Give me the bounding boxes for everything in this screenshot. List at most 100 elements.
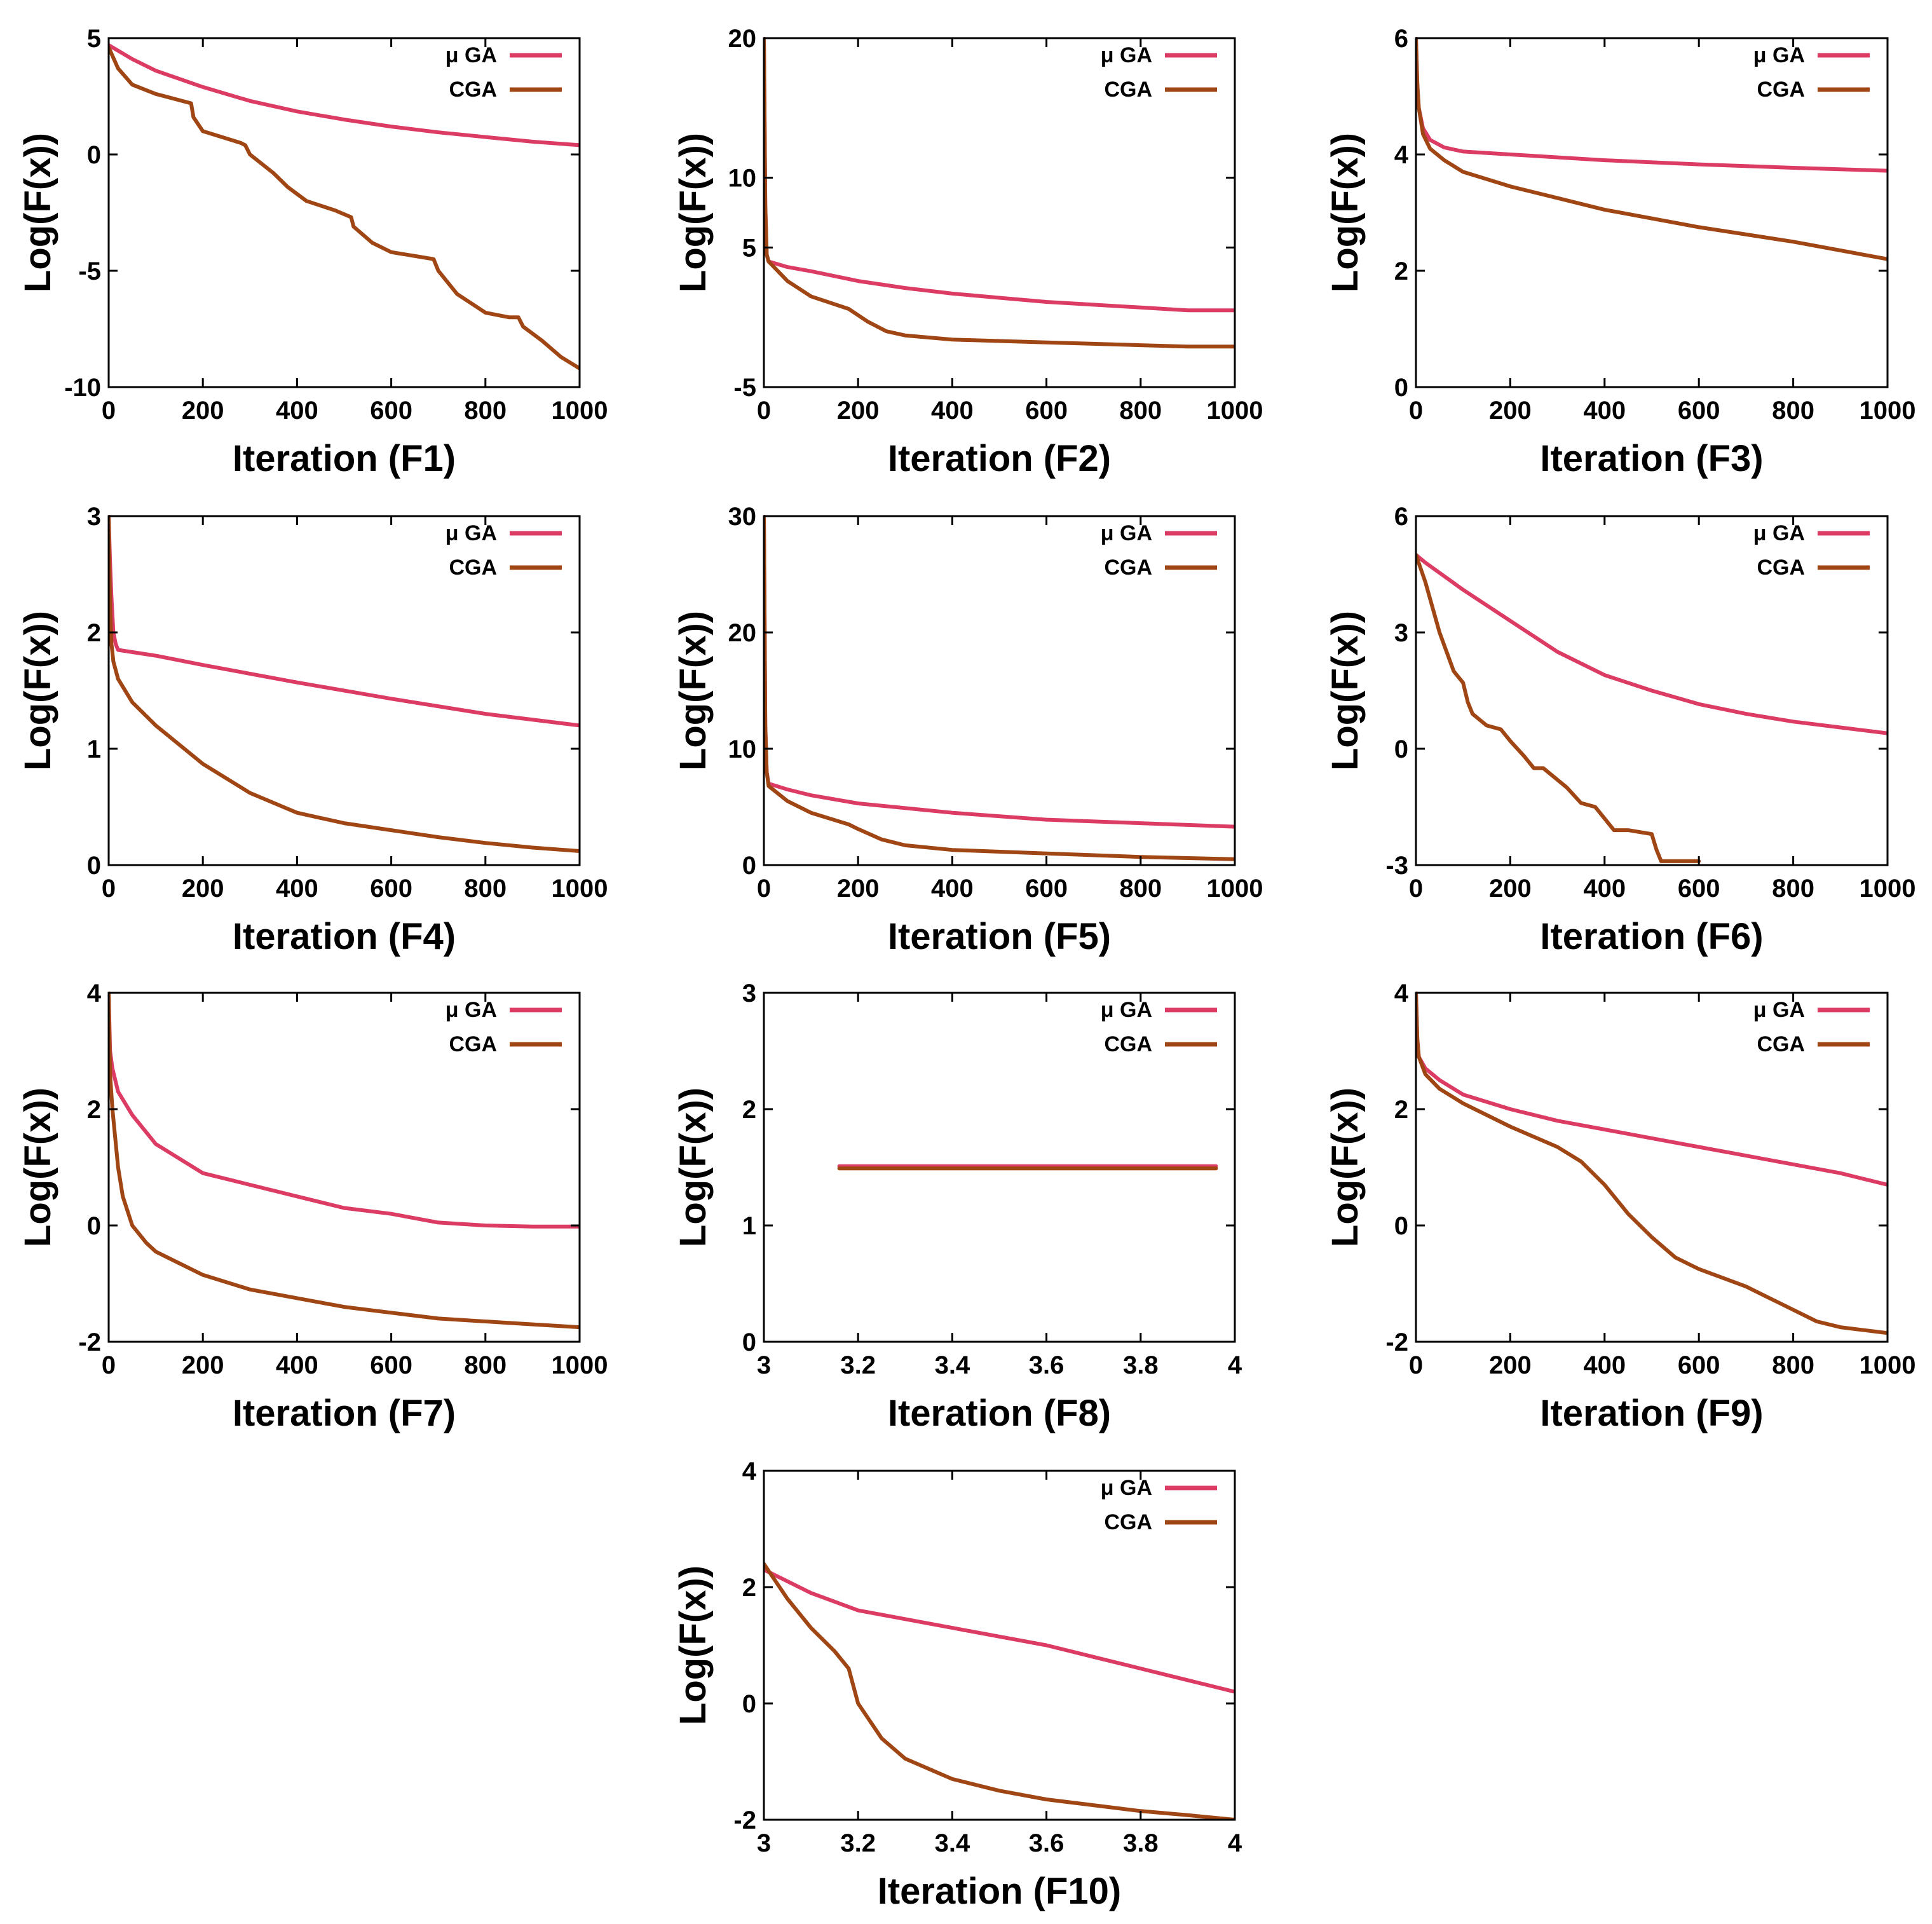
x-tick-label: 4 <box>1228 1351 1242 1379</box>
series-line-cga-f10 <box>764 1562 1235 1820</box>
legend-label-mu-ga: μ GA <box>1753 521 1805 545</box>
legend-f9: μ GA CGA <box>1753 998 1870 1056</box>
x-tick-label: 0 <box>1409 1351 1423 1379</box>
y-tick-label: 2 <box>87 1096 101 1124</box>
y-tick-label: 2 <box>1394 1096 1408 1124</box>
x-axis-title: Iteration (F6) <box>1540 916 1763 957</box>
x-tick-label: 0 <box>102 1351 116 1379</box>
x-tick-label: 1000 <box>1207 397 1263 425</box>
x-tick-label: 1000 <box>552 397 608 425</box>
y-tick-label: 4 <box>742 1457 757 1485</box>
legend-label-cga: CGA <box>1757 78 1805 102</box>
x-tick-label: 800 <box>1772 875 1814 903</box>
legend-f1: μ GA CGA <box>446 43 562 102</box>
legend-label-cga: CGA <box>449 78 497 102</box>
y-tick-label: 4 <box>1394 979 1409 1007</box>
y-tick-label: 6 <box>1394 25 1408 53</box>
legend-label-mu-ga: μ GA <box>1753 43 1805 67</box>
y-axis-title: Log(F(x)) <box>17 611 58 770</box>
y-tick-label: -10 <box>64 374 101 402</box>
y-tick-label: 0 <box>87 1212 101 1240</box>
x-tick-label: 600 <box>1025 875 1068 903</box>
legend-f10: μ GA CGA <box>1101 1476 1217 1534</box>
x-tick-label: 800 <box>1772 1351 1814 1379</box>
x-tick-label: 800 <box>1119 397 1162 425</box>
y-axis-title: Log(F(x)) <box>672 1566 714 1725</box>
y-tick-label: 3 <box>1394 619 1408 647</box>
x-axis-title: Iteration (F2) <box>888 438 1111 479</box>
series-line-cga-f7 <box>109 992 580 1330</box>
series-line-cga-f4 <box>109 515 580 853</box>
legend-label-cga: CGA <box>1104 78 1152 102</box>
x-axis-title: Iteration (F3) <box>1540 438 1763 479</box>
x-tick-label: 600 <box>1678 875 1720 903</box>
x-tick-label: 600 <box>370 875 412 903</box>
x-axis-title: Iteration (F8) <box>888 1393 1111 1434</box>
x-tick-label: 200 <box>1489 875 1532 903</box>
series-line-cga-f3 <box>1416 37 1888 261</box>
x-tick-label: 3.2 <box>840 1829 876 1857</box>
x-tick-label: 600 <box>1025 397 1068 425</box>
legend-f6: μ GA CGA <box>1753 521 1870 580</box>
y-tick-label: 10 <box>728 165 757 193</box>
x-tick-label: 1000 <box>1207 875 1263 903</box>
x-tick-label: 600 <box>370 397 412 425</box>
x-tick-label: 1000 <box>1860 1351 1916 1379</box>
y-tick-label: 2 <box>742 1574 756 1602</box>
x-tick-label: 0 <box>102 397 116 425</box>
x-tick-label: 3 <box>757 1829 771 1857</box>
legend-label-cga: CGA <box>449 556 497 580</box>
legend-label-cga: CGA <box>1104 556 1152 580</box>
x-tick-label: 200 <box>182 1351 224 1379</box>
plot-frame-f1 <box>107 37 581 388</box>
series-line-mu-ga-f7 <box>109 992 580 1229</box>
x-tick-label: 3.8 <box>1123 1829 1159 1857</box>
legend-label-mu-ga: μ GA <box>446 521 497 545</box>
chart-f5: 0 200 400 600 800 1000 0 10 20 30 Iteration (F5) Lo… <box>672 503 1263 957</box>
chart-f10: 3 3.2 3.4 3.6 3.8 4 -2 0 2 4 Iteration (F10) Log(F(… <box>672 1457 1242 1912</box>
plot-frame-f5 <box>763 515 1236 866</box>
legend-label-cga: CGA <box>1757 1032 1805 1056</box>
plot-frame-f7 <box>107 992 581 1343</box>
y-tick-label: 5 <box>742 234 756 262</box>
plot-frame-f2 <box>763 37 1236 388</box>
x-tick-label: 200 <box>182 397 224 425</box>
y-tick-label: 5 <box>87 25 101 53</box>
x-tick-label: 1000 <box>552 875 608 903</box>
y-tick-label: 20 <box>728 619 757 647</box>
legend-label-cga: CGA <box>1757 556 1805 580</box>
legend-label-mu-ga: μ GA <box>1753 998 1805 1022</box>
y-tick-label: 6 <box>1394 503 1408 531</box>
plot-frame-f8 <box>763 992 1236 1343</box>
y-tick-label: 1 <box>742 1212 756 1240</box>
plot-frame-f3 <box>1415 37 1889 388</box>
y-tick-label: 20 <box>728 25 757 53</box>
x-tick-label: 800 <box>1772 397 1814 425</box>
x-tick-label: 400 <box>931 875 974 903</box>
legend-label-mu-ga: μ GA <box>446 998 497 1022</box>
x-tick-label: 1000 <box>1860 875 1916 903</box>
legend-f8: μ GA CGA <box>1101 998 1217 1056</box>
legend-label-mu-ga: μ GA <box>446 43 497 67</box>
x-tick-label: 0 <box>1409 875 1423 903</box>
series-line-mu-ga-f3 <box>1416 37 1888 173</box>
x-tick-label: 400 <box>1583 875 1626 903</box>
series-line-cga-f9 <box>1416 992 1888 1335</box>
x-tick-label: 3.4 <box>935 1829 970 1857</box>
y-axis-title: Log(F(x)) <box>1324 611 1366 770</box>
x-tick-label: 200 <box>1489 1351 1532 1379</box>
x-tick-label: 200 <box>182 875 224 903</box>
x-tick-label: 400 <box>276 1351 318 1379</box>
x-tick-label: 3.8 <box>1123 1351 1159 1379</box>
x-axis-title: Iteration (F1) <box>233 438 456 479</box>
plot-frame-f6 <box>1415 515 1889 866</box>
y-tick-label: 0 <box>1394 374 1408 402</box>
series-line-mu-ga-f5 <box>764 515 1235 829</box>
y-tick-label: 3 <box>742 979 756 1007</box>
x-tick-label: 3.6 <box>1029 1829 1065 1857</box>
x-tick-label: 0 <box>757 875 771 903</box>
series-line-mu-ga-f10 <box>764 1567 1235 1694</box>
chart-f8: 3 3.2 3.4 3.6 3.8 4 0 1 2 3 Iteration (F8) Log(F(x)… <box>672 979 1242 1434</box>
